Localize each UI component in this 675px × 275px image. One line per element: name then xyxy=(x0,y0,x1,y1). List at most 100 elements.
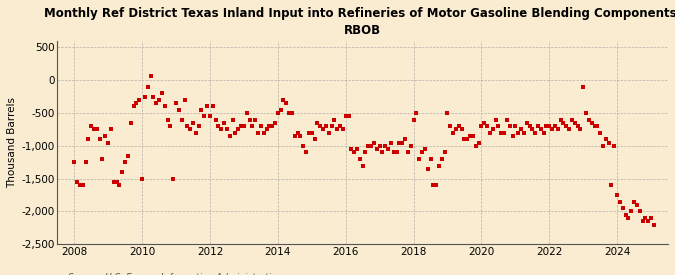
Point xyxy=(476,124,487,128)
Point xyxy=(306,131,317,135)
Point xyxy=(456,127,467,132)
Point xyxy=(406,144,416,148)
Point xyxy=(454,124,464,128)
Point xyxy=(566,117,577,122)
Point xyxy=(349,150,360,155)
Point xyxy=(618,206,628,210)
Point xyxy=(445,124,456,128)
Point xyxy=(354,157,365,161)
Point xyxy=(510,124,520,128)
Point xyxy=(259,131,269,135)
Point xyxy=(392,150,402,155)
Point xyxy=(100,134,111,138)
Point xyxy=(411,111,422,115)
Point xyxy=(388,150,399,155)
Point xyxy=(213,124,224,128)
Point xyxy=(221,127,232,132)
Point xyxy=(78,183,88,188)
Point xyxy=(126,121,136,125)
Point xyxy=(609,144,620,148)
Point xyxy=(513,131,524,135)
Point xyxy=(202,104,213,109)
Point xyxy=(309,137,320,142)
Point xyxy=(575,127,586,132)
Point xyxy=(572,124,583,128)
Point xyxy=(383,147,394,151)
Point xyxy=(442,111,453,115)
Point xyxy=(137,177,148,181)
Point xyxy=(380,144,391,148)
Point xyxy=(360,150,371,155)
Point xyxy=(162,117,173,122)
Point xyxy=(109,180,119,184)
Point xyxy=(448,131,458,135)
Point xyxy=(482,124,493,128)
Point xyxy=(193,124,204,128)
Point xyxy=(157,91,167,96)
Point xyxy=(92,127,103,132)
Point xyxy=(179,98,190,102)
Point xyxy=(366,144,377,148)
Point xyxy=(261,127,272,132)
Point xyxy=(431,183,441,188)
Point xyxy=(111,180,122,184)
Point xyxy=(363,144,374,148)
Point xyxy=(244,117,255,122)
Point xyxy=(119,160,130,164)
Point xyxy=(103,140,113,145)
Point xyxy=(640,216,651,220)
Point xyxy=(69,160,80,164)
Point xyxy=(252,131,263,135)
Point xyxy=(464,134,475,138)
Point xyxy=(267,124,277,128)
Title: Monthly Ref District Texas Inland Input into Refineries of Motor Gasoline Blendi: Monthly Ref District Texas Inland Input … xyxy=(44,7,675,37)
Point xyxy=(295,134,306,138)
Point xyxy=(123,153,134,158)
Point xyxy=(620,213,631,217)
Point xyxy=(419,147,430,151)
Point xyxy=(323,131,334,135)
Point xyxy=(601,137,612,142)
Point xyxy=(171,101,182,105)
Point xyxy=(335,124,346,128)
Point xyxy=(597,144,608,148)
Point xyxy=(134,98,144,102)
Point xyxy=(552,127,563,132)
Point xyxy=(292,131,303,135)
Point xyxy=(236,124,246,128)
Point xyxy=(241,111,252,115)
Point xyxy=(97,157,108,161)
Point xyxy=(439,150,450,155)
Point xyxy=(592,124,603,128)
Point xyxy=(315,124,325,128)
Point xyxy=(287,111,298,115)
Point xyxy=(168,177,179,181)
Point xyxy=(343,114,354,119)
Point xyxy=(473,140,484,145)
Point xyxy=(628,199,639,204)
Point xyxy=(502,117,512,122)
Point xyxy=(626,209,637,214)
Point xyxy=(408,117,419,122)
Point xyxy=(530,131,541,135)
Point xyxy=(148,94,159,99)
Point xyxy=(561,124,572,128)
Point xyxy=(88,127,99,132)
Point xyxy=(569,121,580,125)
Point xyxy=(549,124,560,128)
Point xyxy=(264,124,275,128)
Point xyxy=(219,121,230,125)
Point xyxy=(603,140,614,145)
Point xyxy=(614,199,625,204)
Point xyxy=(298,144,308,148)
Point xyxy=(423,167,433,171)
Point xyxy=(255,124,266,128)
Point xyxy=(470,144,481,148)
Point xyxy=(394,140,405,145)
Point xyxy=(521,121,532,125)
Point xyxy=(369,140,379,145)
Point xyxy=(527,127,538,132)
Point xyxy=(340,114,351,119)
Point xyxy=(541,124,552,128)
Point xyxy=(589,124,600,128)
